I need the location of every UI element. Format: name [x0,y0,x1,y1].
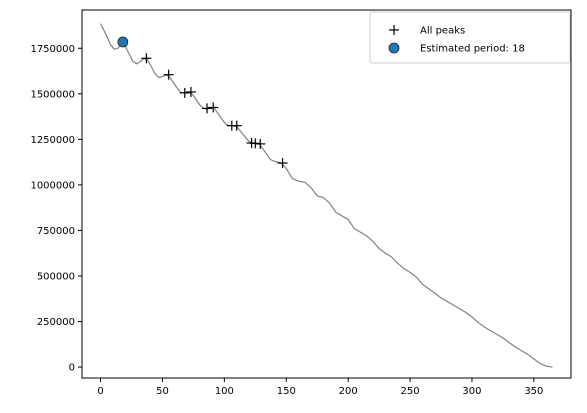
x-tick-label: 250 [401,386,420,397]
estimated-period-point [117,36,129,48]
y-tick-label: 250000 [37,317,75,328]
peak-marker [231,120,242,131]
series-line [100,23,553,368]
x-tick-label: 300 [462,386,481,397]
legend-circle-marker [388,42,400,54]
y-tick-label: 1750000 [30,44,75,55]
peak-marker [185,86,196,97]
y-tick-label: 1500000 [30,89,75,100]
x-tick-label: 150 [277,386,296,397]
peak-marker [179,87,190,98]
legend-label-estimated-period: Estimated period: 18 [420,44,525,55]
legend-plus-marker [389,25,399,35]
y-tick-label: 1250000 [30,135,75,146]
legend: All peaks Estimated period: 18 [369,11,571,64]
peak-marker [208,102,219,113]
y-tick-label: 1000000 [30,180,75,191]
plot-area [100,23,553,368]
peak-marker [163,69,174,80]
legend-frame [369,11,571,64]
y-tick-label: 500000 [37,271,75,282]
x-tick-label: 200 [339,386,358,397]
x-tick-label: 350 [524,386,543,397]
y-tick-label: 750000 [37,226,75,237]
peak-marker [141,53,152,64]
peak-marker [202,103,213,114]
axes: 0 50 100 150 200 250 300 350 0 250000 500000 750000… [30,9,572,397]
x-tick-label: 0 [97,386,103,397]
peak-marker [255,138,266,149]
axes-frame [81,9,572,379]
x-tick-label: 50 [156,386,169,397]
peak-marker [277,158,288,169]
x-tick-label: 100 [215,386,234,397]
legend-label-all-peaks: All peaks [420,26,465,37]
y-tick-label: 0 [69,363,75,374]
